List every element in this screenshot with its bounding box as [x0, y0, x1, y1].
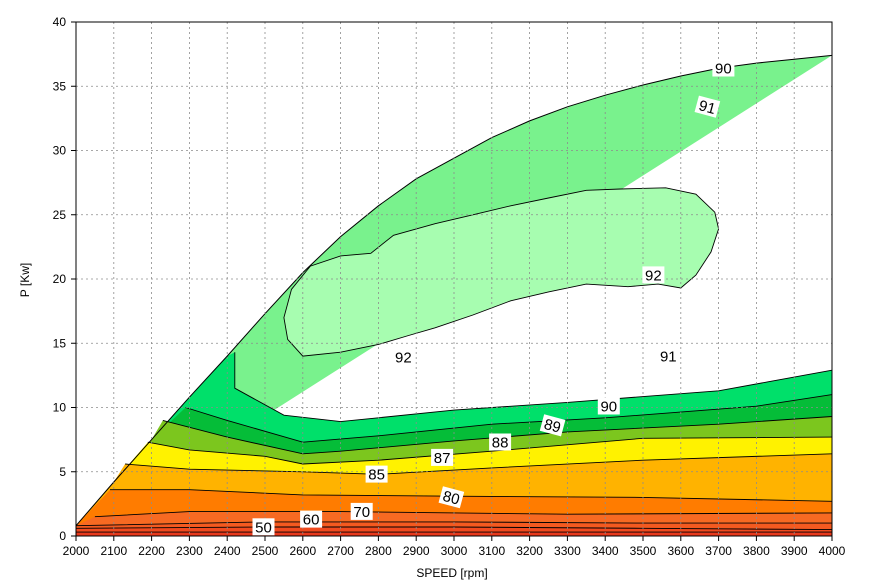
contour-label-90: 90: [712, 59, 735, 78]
contour-line-89: [185, 394, 833, 443]
x-tick-label-3100: 3100: [478, 544, 505, 558]
x-tick-label-3400: 3400: [592, 544, 619, 558]
y-tick-label-5: 5: [59, 465, 66, 479]
y-axis-title: P [Kw]: [18, 263, 32, 297]
x-tick-label-2100: 2100: [100, 544, 127, 558]
contour-label-text: 91: [660, 348, 677, 365]
contour-label-89: 89: [539, 414, 566, 437]
y-tick-label-0: 0: [59, 529, 66, 543]
contour-label-text: 70: [353, 504, 370, 521]
contour-label-bg: [539, 414, 566, 437]
x-tick-label-3900: 3900: [781, 544, 808, 558]
contour-label-50: 50: [252, 518, 275, 536]
contour-label-text: 92: [645, 267, 662, 284]
x-tick-label-2400: 2400: [214, 544, 241, 558]
contour-label-90: 90: [597, 397, 620, 416]
y-tick-label-30: 30: [53, 144, 67, 158]
x-tick-label-3200: 3200: [516, 544, 543, 558]
contour-label-bg: [438, 486, 465, 509]
contour-line-90: [234, 352, 833, 423]
contour-label-text: 91: [697, 97, 718, 118]
contour-labels: 50 60 70 80 85 87 88 89 90 91 92 92 90 91: [252, 59, 735, 536]
y-tick-label-35: 35: [53, 79, 67, 93]
x-tick-label-2200: 2200: [138, 544, 165, 558]
contour-label-bg: [657, 347, 680, 365]
contour-label-text: 90: [600, 399, 617, 416]
contour-label-bg: [597, 397, 620, 415]
contour-line-60: [75, 521, 832, 527]
x-tick-label-2500: 2500: [252, 544, 279, 558]
grid-lines: [76, 22, 832, 536]
y-tick-label-40: 40: [53, 15, 67, 29]
contour-label-bg: [489, 433, 512, 451]
contour-label-88: 88: [489, 433, 512, 452]
contour-label-80: 80: [438, 486, 465, 509]
contour-label-text: 60: [303, 512, 320, 529]
contour-label-92: 92: [642, 266, 665, 284]
contour-label-bg: [694, 95, 721, 118]
y-tick-label-15: 15: [53, 336, 67, 350]
contour-label-bg: [392, 348, 415, 366]
x-tick-label-2300: 2300: [176, 544, 203, 558]
x-tick-label-3800: 3800: [743, 544, 770, 558]
x-tick-label-2000: 2000: [63, 544, 90, 558]
contour-label-text: 87: [434, 450, 451, 467]
contour-label-91: 91: [694, 95, 721, 118]
contour-label-60: 60: [300, 510, 323, 529]
contour-label-text: 92: [395, 350, 412, 367]
contour-line-70: [94, 511, 833, 518]
contour-label-bg: [642, 266, 665, 284]
y-tick-label-20: 20: [53, 272, 67, 286]
x-axis-title: SPEED [rpm]: [416, 566, 487, 580]
contour-label-bg: [350, 502, 373, 520]
contour-label-70: 70: [350, 502, 373, 521]
contour-label-bg: [431, 448, 454, 466]
x-tick-label-3700: 3700: [705, 544, 732, 558]
y-tick-label-25: 25: [53, 208, 67, 222]
x-tick-label-4000: 4000: [819, 544, 846, 558]
x-tick-label-2900: 2900: [403, 544, 430, 558]
x-tick-label-3500: 3500: [630, 544, 657, 558]
contour-label-bg: [300, 510, 323, 528]
contour-label-text: 88: [492, 435, 509, 452]
contour-label-bg: [365, 465, 388, 483]
contour-label-87: 87: [431, 448, 454, 467]
contour-label-text: 80: [441, 488, 462, 509]
contour-label-92: 92: [392, 348, 415, 367]
contour-label-bg: [712, 59, 735, 77]
contour-line-88: [162, 416, 833, 455]
x-tick-label-2800: 2800: [365, 544, 392, 558]
x-tick-label-3600: 3600: [667, 544, 694, 558]
contour-label-91: 91: [657, 347, 680, 365]
contour-label-text: 89: [542, 416, 563, 437]
contour-label-85: 85: [365, 465, 388, 484]
y-tick-label-10: 10: [53, 401, 67, 415]
contour-label-text: 85: [368, 467, 385, 484]
contour-line-80: [110, 489, 833, 502]
contour-label-text: 90: [715, 61, 732, 78]
contour-island-92: [283, 187, 720, 357]
x-tick-label-2700: 2700: [327, 544, 354, 558]
contour-label-text: 50: [255, 519, 272, 536]
contour-lines: [75, 54, 833, 533]
x-tick-label-2600: 2600: [289, 544, 316, 558]
contour-label-bg: [252, 518, 275, 536]
axes: 2000 2100 2200 2300 2400 2500 2600 2700 2800 2900…: [53, 15, 846, 558]
x-tick-label-3300: 3300: [554, 544, 581, 558]
x-tick-label-3000: 3000: [441, 544, 468, 558]
